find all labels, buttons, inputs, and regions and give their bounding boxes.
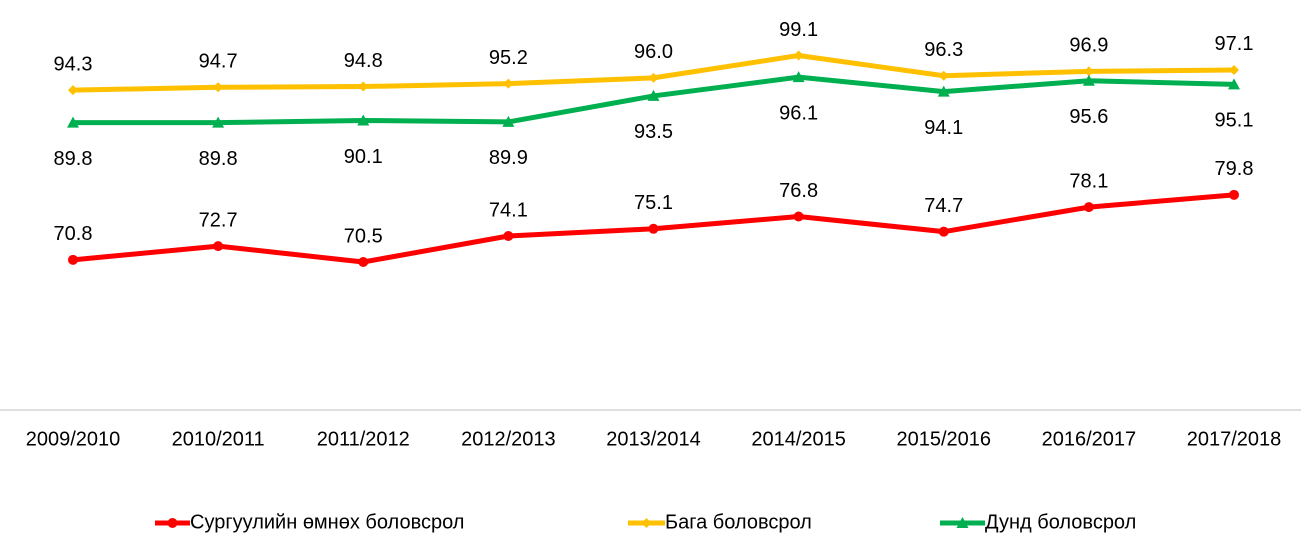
data-label: 96.3 [924, 39, 963, 61]
data-point [1082, 74, 1095, 86]
data-point [793, 50, 804, 61]
data-label: 95.6 [1069, 106, 1108, 128]
data-point [67, 116, 79, 128]
x-tick-label: 2012/2013 [461, 428, 556, 450]
data-label: 93.5 [634, 121, 673, 143]
data-label: 79.8 [1215, 158, 1254, 180]
x-tick-label: 2017/2018 [1187, 428, 1282, 450]
data-label: 74.7 [924, 195, 963, 217]
data-point [212, 116, 225, 128]
legend-marker [956, 517, 969, 528]
data-label: 96.1 [779, 102, 818, 124]
x-tick-label: 2013/2014 [606, 428, 701, 450]
data-label: 94.7 [199, 51, 238, 73]
data-point [1228, 78, 1240, 90]
data-label: 94.8 [344, 50, 383, 72]
data-point [358, 81, 369, 92]
data-label: 94.3 [54, 53, 93, 75]
data-label: 94.1 [924, 117, 963, 139]
data-point [213, 82, 224, 93]
data-point [213, 241, 224, 252]
data-label: 89.8 [199, 148, 238, 170]
data-point [1083, 66, 1094, 77]
data-label: 96.9 [1069, 35, 1108, 57]
data-point [1229, 189, 1239, 200]
x-tick-label: 2010/2011 [172, 428, 265, 450]
legend-label: Дунд боловсрол [985, 511, 1136, 533]
data-label: 70.8 [54, 223, 93, 245]
data-label: 90.1 [344, 146, 383, 168]
data-label: 97.1 [1215, 33, 1254, 55]
data-point [793, 211, 804, 222]
legend-marker [641, 518, 652, 528]
data-label: 89.8 [54, 148, 93, 170]
data-point [938, 70, 949, 81]
data-label: 75.1 [634, 192, 673, 214]
legend-label: Сургуулийн өмнөх боловсрол [190, 511, 464, 533]
data-point [938, 226, 949, 237]
data-label: 70.5 [344, 225, 383, 247]
data-label: 95.1 [1215, 110, 1254, 132]
data-point [503, 230, 514, 241]
data-label: 99.1 [779, 19, 818, 41]
data-point [68, 254, 78, 265]
data-label: 72.7 [199, 209, 238, 231]
data-point [358, 256, 369, 267]
data-point [647, 89, 660, 101]
x-tick-label: 2009/2010 [26, 428, 121, 450]
x-tick-label: 2014/2015 [751, 428, 846, 450]
data-point [503, 78, 514, 89]
data-label: 78.1 [1069, 170, 1108, 192]
data-point [1083, 202, 1094, 213]
data-point [792, 71, 805, 83]
data-label: 96.0 [634, 41, 673, 63]
data-point [937, 85, 950, 97]
data-label: 76.8 [779, 180, 818, 202]
data-point [68, 85, 78, 96]
x-tick-label: 2015/2016 [896, 428, 991, 450]
data-point [1229, 64, 1239, 75]
data-point [648, 72, 659, 83]
data-point [357, 114, 370, 126]
data-label: 89.9 [489, 147, 528, 169]
x-tick-label: 2011/2012 [317, 428, 410, 450]
x-tick-label: 2016/2017 [1042, 428, 1137, 450]
data-label: 74.1 [489, 199, 528, 221]
data-point [502, 115, 515, 127]
legend-marker [167, 518, 178, 528]
legend-label: Бага боловсрол [665, 511, 812, 533]
data-label: 95.2 [489, 47, 528, 69]
data-point [648, 223, 659, 234]
